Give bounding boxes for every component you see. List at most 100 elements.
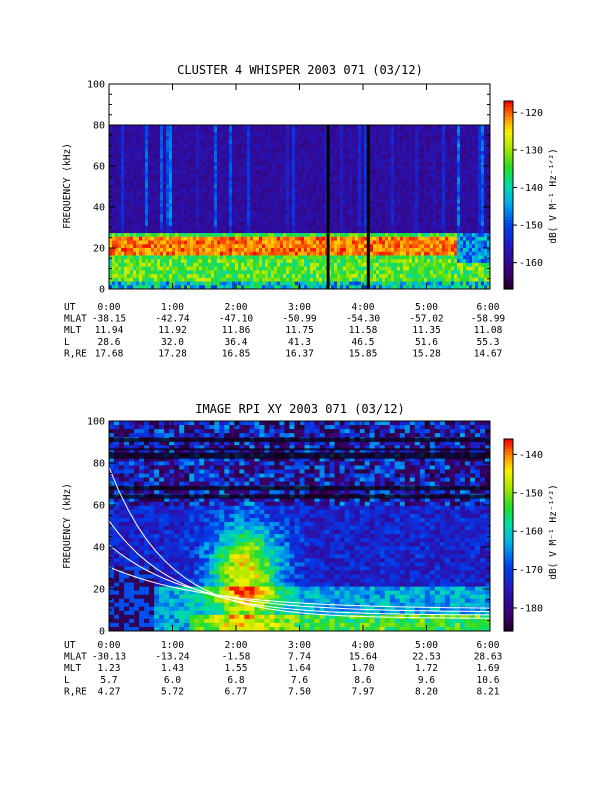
spectrogram-cell	[427, 210, 431, 215]
spectrogram-cell	[421, 251, 425, 256]
spectrogram-cell	[310, 236, 314, 241]
spectrogram-cell	[301, 225, 305, 230]
spectrogram-cell	[271, 143, 275, 148]
spectrogram-cell	[280, 251, 284, 256]
spectrogram-cell	[163, 262, 167, 268]
spectrogram-cell	[421, 259, 425, 264]
spectrogram-cell	[133, 143, 137, 148]
spectrogram-cell	[193, 184, 197, 189]
spectrogram-cell	[400, 236, 404, 241]
spectrogram-cell	[184, 285, 188, 290]
spectrogram-cell	[199, 139, 203, 145]
spectrogram-cell	[286, 158, 290, 163]
spectrogram-cell	[319, 285, 323, 290]
spectrogram-cell	[181, 229, 185, 234]
spectrogram-cell	[346, 218, 350, 223]
spectrogram-cell	[136, 151, 140, 156]
spectrogram-cell	[346, 132, 350, 137]
spectrogram-cell	[286, 255, 290, 260]
spectrogram-cell	[202, 274, 206, 279]
spectrogram-cell	[310, 128, 314, 133]
spectrogram-cell	[286, 262, 290, 268]
spectrogram-cell	[439, 255, 443, 260]
spectrogram-cell	[274, 277, 278, 282]
spectrogram-cell	[118, 255, 122, 260]
spectrogram-cell	[289, 244, 293, 249]
spectrogram-cell	[415, 262, 419, 268]
spectrogram-cell	[127, 240, 131, 245]
spectrogram-cell	[397, 195, 401, 200]
spectrogram-cell	[145, 240, 149, 245]
spectrogram-cell	[211, 218, 215, 223]
spectrogram-cell	[112, 221, 116, 227]
spectrogram-cell	[328, 158, 332, 163]
spectrogram-cell	[430, 180, 434, 186]
spectrogram-cell	[349, 240, 353, 245]
spectrogram-cell	[262, 233, 266, 238]
spectrogram-cell	[250, 207, 254, 212]
spectrogram-cell	[199, 169, 203, 174]
spectrogram-cell	[157, 270, 161, 275]
spectrogram-cell	[229, 128, 233, 133]
spectrogram-cell	[115, 199, 119, 204]
spectrogram-cell	[352, 218, 356, 223]
spectrogram-cell	[313, 154, 317, 159]
spectrogram-cell	[250, 255, 254, 260]
spectrogram-cell	[412, 248, 416, 253]
spectrogram-cell	[238, 192, 242, 197]
spectrogram-cell	[307, 192, 311, 197]
spectrogram-cell	[433, 262, 437, 268]
spectrogram-cell	[253, 236, 257, 241]
spectrogram-cell	[385, 128, 389, 133]
spectrogram-cell	[148, 240, 152, 245]
spectrogram-cell	[190, 143, 194, 148]
spectrogram-cell	[403, 255, 407, 260]
spectrogram-cell	[433, 173, 437, 178]
spectrogram-cell	[238, 162, 242, 167]
spectrogram-cell	[310, 270, 314, 275]
spectrogram-cell	[313, 236, 317, 241]
spectrogram-cell	[187, 207, 191, 212]
spectrogram-cell	[436, 173, 440, 178]
spectrogram-cell	[307, 203, 311, 208]
spectrogram-cell	[385, 274, 389, 279]
spectrogram-cell	[310, 259, 314, 264]
spectrogram-cell	[295, 173, 299, 178]
spectrogram-cell	[292, 147, 296, 152]
spectrogram-cell	[436, 225, 440, 230]
spectrogram-cell	[271, 281, 275, 286]
spectrogram-cell	[229, 221, 233, 227]
spectrogram-cell	[286, 132, 290, 137]
spectrogram-cell	[298, 192, 302, 197]
spectrogram-cell	[196, 214, 200, 219]
spectrogram-cell	[241, 184, 245, 189]
spectrogram-cell	[361, 255, 365, 260]
spectrogram-cell	[142, 251, 146, 256]
spectrogram-cell	[127, 214, 131, 219]
spectrogram-cell	[298, 158, 302, 163]
spectrogram-cell	[295, 192, 299, 197]
spectrogram-cell	[277, 244, 281, 249]
spectrogram-cell	[412, 169, 416, 174]
spectrogram-cell	[403, 180, 407, 186]
spectrogram-cell	[208, 199, 212, 204]
spectrogram-cell	[121, 177, 125, 182]
spectrogram-cell	[166, 248, 170, 253]
spectrogram-cell	[280, 169, 284, 174]
spectrogram-cell	[178, 151, 182, 156]
spectrogram-cell	[295, 266, 299, 271]
spectrogram-cell	[223, 188, 227, 193]
spectrogram-cell	[247, 180, 251, 186]
spectrogram-cell	[442, 274, 446, 279]
spectrogram-cell	[388, 233, 392, 238]
spectrogram-cell	[244, 169, 248, 174]
spectrogram-cell	[175, 244, 179, 249]
spectrogram-cell	[175, 143, 179, 148]
spectrogram-cell	[202, 285, 206, 290]
spectrogram-cell	[364, 188, 368, 193]
spectrogram-cell	[415, 151, 419, 156]
spectrogram-cell	[247, 259, 251, 264]
spectrogram-cell	[322, 214, 326, 219]
spectrogram-cell	[397, 166, 401, 171]
spectrogram-cell	[400, 214, 404, 219]
